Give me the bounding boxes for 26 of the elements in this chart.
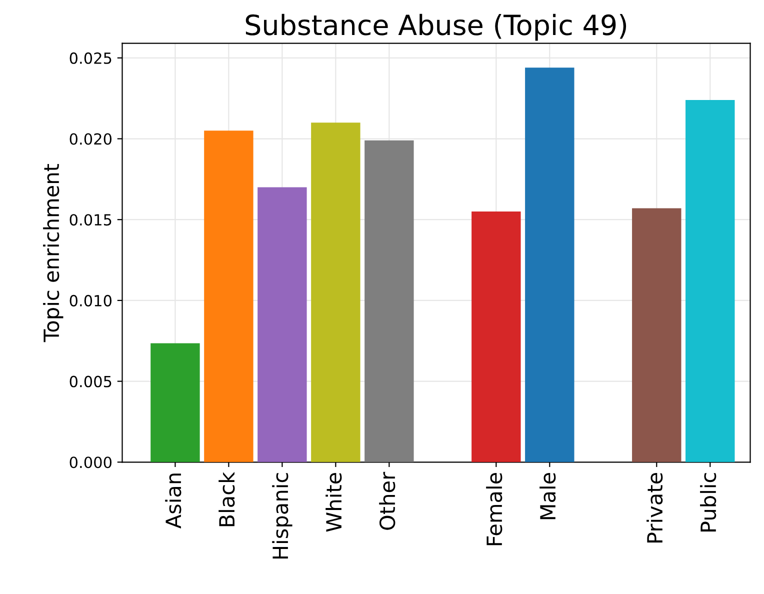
x-tick-label: Other [379,472,396,530]
chart-title: Substance Abuse (Topic 49) [246,14,626,41]
y-tick-label: 0.000 [70,456,112,468]
x-tick-label: Public [700,473,716,532]
bar [525,68,574,462]
y-axis-title: Topic enrichment [43,164,64,342]
x-tick-label: Male [540,472,556,520]
bar [311,122,360,462]
bar [632,208,682,462]
x-tick-label: Private [646,472,663,542]
y-tick-label: 0.020 [70,133,112,145]
x-tick-label: Female [486,472,502,546]
y-tick-label: 0.025 [70,52,112,64]
x-tick-label: White [326,472,342,532]
x-tick-label: Asian [165,474,182,529]
bar [686,100,735,462]
bar [472,212,521,462]
bar [258,187,307,462]
y-tick-label: 0.005 [70,376,112,388]
x-tick-label: Black [218,472,235,526]
y-tick-label: 0.015 [70,214,112,226]
x-tick-label: Hispanic [272,473,292,559]
bar [364,140,414,462]
y-tick-label: 0.010 [70,294,112,306]
bar [150,343,200,462]
bar [204,130,254,462]
